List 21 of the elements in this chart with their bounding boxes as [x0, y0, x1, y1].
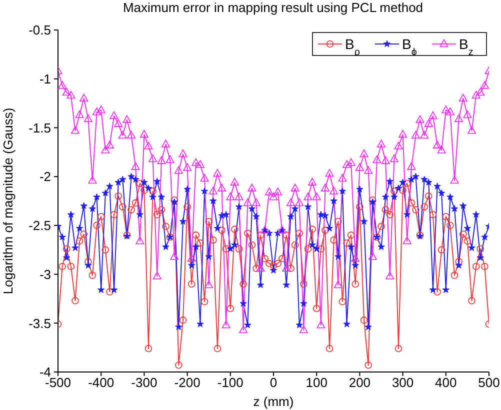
x-tick-label: -300 [131, 375, 158, 390]
x-tick-label: 0 [270, 375, 278, 390]
y-tick-label: -3 [39, 266, 51, 282]
x-tick-label: 400 [435, 375, 457, 390]
y-tick-label: -2 [39, 169, 51, 184]
x-tick-label: 200 [348, 375, 371, 390]
y-tick-label: -1 [39, 71, 51, 86]
x-tick-label: -200 [174, 375, 200, 390]
chart-title: Maximum error in mapping result using PCL method [122, 0, 424, 15]
x-tick-label: -400 [88, 375, 114, 390]
legend-label: B$_{z}$ [459, 36, 474, 58]
x-tick-label: 500 [478, 375, 500, 390]
x-tick-label: 100 [306, 375, 328, 390]
y-axis-title: Logarithm of magnitude (Gauss) [0, 108, 16, 294]
x-tick-label: -100 [217, 375, 244, 390]
x-axis-title: z (mm) [253, 394, 294, 409]
y-tick-label: -1.5 [28, 120, 51, 136]
y-tick-label: -0.5 [28, 22, 51, 38]
y-tick-label: -3.5 [28, 316, 51, 331]
y-tick-label: -2.5 [28, 218, 51, 234]
x-tick-label: 300 [392, 375, 414, 390]
